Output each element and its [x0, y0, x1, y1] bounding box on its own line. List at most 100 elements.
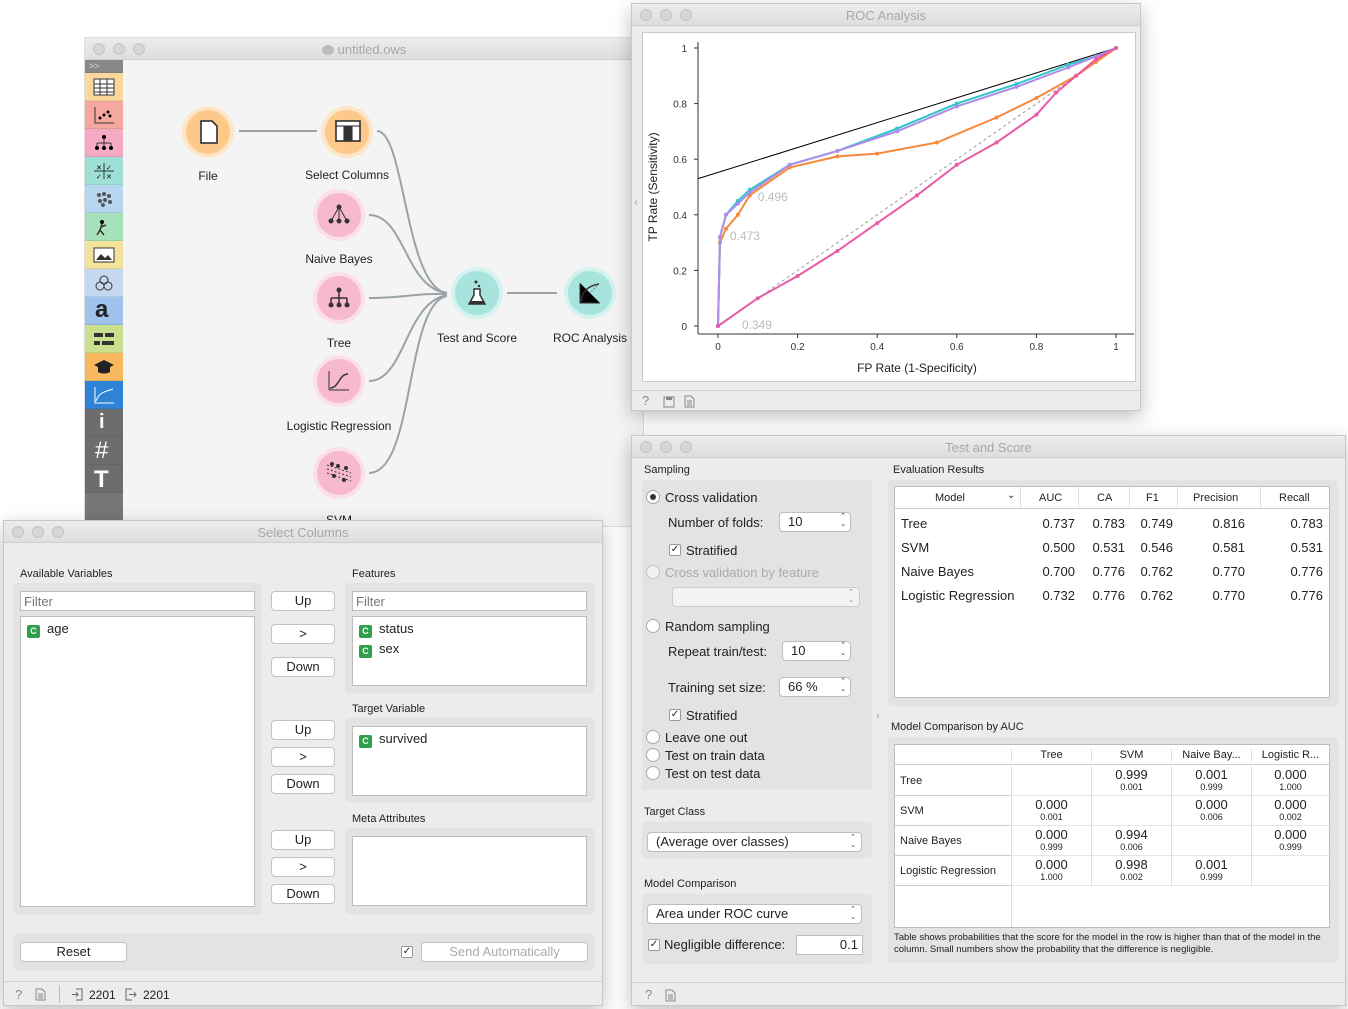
toolbox-expand[interactable]: >> — [85, 60, 123, 73]
cmp-table[interactable]: Tree SVM Naive Bay... Logistic R... Tree 0.99… — [894, 744, 1330, 928]
node-tree[interactable] — [313, 272, 365, 324]
col-precision[interactable]: Precision — [1193, 492, 1239, 504]
repeat-spinbox[interactable]: 10 — [782, 641, 851, 661]
table-row[interactable]: Naive Bayes 0.700 0.776 0.762 0.770 0.776 — [895, 561, 1329, 583]
table-row[interactable]: SVM 0.000 0.001 0.000 0.006 0.000 0.002 — [895, 796, 1329, 826]
node-logistic-regression[interactable] — [313, 355, 365, 407]
node-roc-analysis[interactable] — [564, 267, 616, 319]
test-test-radio[interactable] — [646, 766, 660, 780]
category-image[interactable] — [85, 241, 123, 269]
close-button[interactable] — [640, 9, 652, 21]
available-filter[interactable] — [20, 591, 255, 611]
category-hash[interactable]: # — [85, 437, 123, 465]
auto-send-checkbox[interactable]: ✓ — [401, 946, 413, 958]
category-model[interactable] — [85, 129, 123, 157]
stratified-checkbox[interactable]: ✓ — [669, 544, 681, 556]
comparison-metric-select[interactable]: Area under ROC curve — [647, 904, 862, 924]
help-icon[interactable]: ? — [15, 987, 23, 1002]
meta-list[interactable] — [352, 836, 587, 906]
target-up-button[interactable]: Up — [271, 720, 335, 740]
category-text-tools[interactable]: T — [85, 465, 123, 493]
table-row[interactable]: Tree 0.999 0.001 0.001 0.999 0.000 1.000 — [895, 766, 1329, 796]
target-down-button[interactable]: Down — [271, 774, 335, 794]
zoom-button[interactable] — [133, 43, 145, 55]
folds-spinbox[interactable]: 10 — [779, 512, 851, 532]
col-ca[interactable]: CA — [1097, 492, 1113, 504]
col-recall[interactable]: Recall — [1279, 492, 1310, 504]
category-survival[interactable] — [85, 381, 123, 409]
features-move-button[interactable]: > — [271, 624, 335, 644]
node-select-columns[interactable] — [321, 106, 373, 158]
cv-feature-radio[interactable] — [646, 565, 660, 579]
table-row[interactable]: Logistic Regression 0.000 1.000 0.998 0.002 0… — [895, 856, 1329, 886]
zoom-button[interactable] — [680, 441, 692, 453]
negligible-checkbox[interactable]: ✓ — [648, 939, 660, 951]
category-educational[interactable] — [85, 353, 123, 381]
eval-table[interactable]: Model ⌄ AUC CA F1 Precision Recall Tree 0… — [894, 486, 1330, 698]
minimize-button[interactable] — [660, 9, 672, 21]
minimize-button[interactable] — [113, 43, 125, 55]
category-geo[interactable] — [85, 269, 123, 297]
features-filter[interactable] — [352, 591, 587, 611]
node-naive-bayes[interactable] — [313, 189, 365, 241]
category-bioinformatics[interactable] — [85, 213, 123, 241]
category-visualize[interactable] — [85, 101, 123, 129]
table-row[interactable]: Logistic Regression 0.732 0.776 0.762 0.770 0… — [895, 585, 1329, 607]
category-timeseries[interactable] — [85, 325, 123, 353]
table-row[interactable]: SVM 0.500 0.531 0.546 0.581 0.531 — [895, 537, 1329, 559]
splitter-handle[interactable]: › — [876, 710, 880, 722]
close-button[interactable] — [12, 526, 24, 538]
col-auc[interactable]: AUC — [1039, 492, 1063, 504]
category-info[interactable]: i — [85, 409, 123, 437]
roc-plot-area[interactable]: 0 0.2 0.4 0.6 0.8 1 0 0.2 0.4 0.6 0.8 1 FP Rate (1-S… — [642, 32, 1136, 382]
features-up-button[interactable]: Up — [271, 591, 335, 611]
col-model[interactable]: Model — [935, 492, 965, 504]
random-sampling-radio[interactable] — [646, 619, 660, 633]
minimize-button[interactable] — [660, 441, 672, 453]
negligible-input[interactable]: 0.1 — [796, 935, 863, 955]
cv-feature-select[interactable] — [672, 587, 860, 607]
zoom-button[interactable] — [52, 526, 64, 538]
meta-up-button[interactable]: Up — [271, 830, 335, 850]
category-data[interactable] — [85, 73, 123, 101]
col-f1[interactable]: F1 — [1146, 492, 1159, 504]
node-file[interactable] — [182, 106, 234, 158]
help-icon[interactable]: ? — [642, 393, 650, 408]
reset-button[interactable]: Reset — [20, 942, 127, 962]
close-button[interactable] — [93, 43, 105, 55]
meta-move-button[interactable]: > — [271, 857, 335, 877]
train-size-spinbox[interactable]: 66 % — [779, 677, 851, 697]
report-icon[interactable] — [684, 395, 695, 408]
send-button[interactable]: Send Automatically — [421, 942, 588, 962]
stratified2-checkbox[interactable]: ✓ — [669, 709, 681, 721]
target-move-button[interactable]: > — [271, 747, 335, 767]
report-icon[interactable] — [665, 989, 676, 1002]
leave-one-out-radio[interactable] — [646, 730, 660, 744]
test-train-radio[interactable] — [646, 748, 660, 762]
save-icon[interactable] — [663, 396, 675, 408]
meta-down-button[interactable]: Down — [271, 884, 335, 904]
help-icon[interactable]: ? — [645, 987, 653, 1002]
minimize-button[interactable] — [32, 526, 44, 538]
table-row[interactable]: Tree 0.737 0.783 0.749 0.816 0.783 — [895, 513, 1329, 535]
category-evaluate[interactable]: ✕ ✓ ✓ ✕ — [85, 157, 123, 185]
sidebar-toggle[interactable]: ‹ — [634, 197, 638, 209]
report-icon[interactable] — [35, 988, 46, 1001]
target-class-select[interactable]: (Average over classes) — [647, 832, 862, 852]
node-svm[interactable] — [313, 447, 365, 499]
cross-validation-radio[interactable] — [646, 490, 660, 504]
table-row[interactable]: Naive Bayes 0.000 0.999 0.994 0.006 0.000 0.99… — [895, 826, 1329, 856]
zoom-button[interactable] — [680, 9, 692, 21]
category-text[interactable]: a — [85, 297, 123, 325]
node-test-and-score[interactable] — [451, 267, 503, 319]
category-unsupervised[interactable] — [85, 185, 123, 213]
features-down-button[interactable]: Down — [271, 657, 335, 677]
close-button[interactable] — [640, 441, 652, 453]
